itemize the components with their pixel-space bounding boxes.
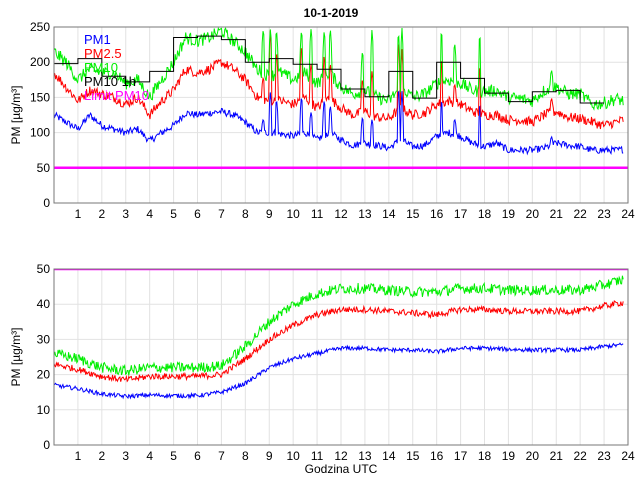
y-tick-label: 20 (37, 368, 51, 382)
x-tick-label: 22 (573, 449, 587, 463)
x-tick-label: 5 (170, 449, 177, 463)
x-tick-label: 16 (430, 449, 444, 463)
x-tick-label: 16 (430, 207, 444, 221)
y-tick-label: 50 (37, 262, 51, 276)
x-tick-label: 2 (98, 449, 105, 463)
x-tick-label: 4 (146, 449, 153, 463)
x-tick-label: 23 (597, 449, 611, 463)
x-tick-label: 24 (621, 207, 635, 221)
x-tick-label: 3 (122, 207, 129, 221)
y-tick-label: 40 (37, 297, 51, 311)
bottom-axes: 1 2 3 4 5 6 7 8 9 10 11 12 13 14 15 16 17 18 19 20 21 22 23 240… (37, 262, 635, 463)
series-pm10-line (54, 275, 624, 376)
x-tick-label: 11 (311, 207, 324, 221)
legend-pm10: PM10 (84, 60, 118, 75)
x-tick-label: 11 (311, 449, 324, 463)
x-tick-label: 10 (286, 207, 300, 221)
x-tick-label: 13 (358, 449, 372, 463)
chart-title: 10-1-2019 (304, 6, 359, 20)
x-tick-label: 7 (218, 207, 225, 221)
x-tick-label: 9 (266, 207, 273, 221)
series-pm2-5-line (54, 30, 624, 130)
series-pm10-1h-line (54, 35, 605, 104)
x-tick-label: 12 (334, 207, 348, 221)
x-tick-label: 3 (122, 449, 129, 463)
series-group (54, 269, 628, 400)
x-tick-label: 4 (146, 207, 153, 221)
plot-frame (53, 268, 629, 446)
x-tick-label: 9 (266, 449, 273, 463)
x-tick-label: 20 (526, 207, 540, 221)
x-tick-label: 24 (621, 449, 635, 463)
y-tick-label: 200 (30, 55, 50, 69)
legend-pm25: PM2.5 (84, 46, 122, 61)
x-tick-label: 23 (597, 207, 611, 221)
x-tick-label: 12 (334, 449, 348, 463)
y-tick-label: 0 (43, 196, 50, 210)
series-pm1-line (54, 90, 624, 156)
x-tick-label: 18 (478, 207, 492, 221)
y-tick-label: 10 (37, 403, 51, 417)
x-tick-label: 22 (573, 207, 587, 221)
x-tick-label: 20 (526, 449, 540, 463)
x-tick-label: 2 (98, 207, 105, 221)
top-axes: 1 2 3 4 5 6 7 8 9 10 11 12 13 14 15 16 17 18 19 20 21 22 23 240… (30, 20, 635, 221)
plot-frame (53, 26, 629, 204)
x-tick-label: 21 (550, 207, 564, 221)
y-tick-label: 150 (30, 90, 50, 104)
y-tick-label: 100 (30, 126, 50, 140)
y-tick-label: 50 (37, 161, 51, 175)
y-tick-label: 0 (43, 438, 50, 452)
x-tick-label: 10 (286, 449, 300, 463)
x-tick-label: 8 (242, 207, 249, 221)
x-tick-label: 15 (406, 449, 420, 463)
x-tick-label: 14 (382, 207, 396, 221)
x-tick-label: 5 (170, 207, 177, 221)
bottom-y-axis-label: PM [µg/m³] (9, 328, 23, 387)
y-tick-label: 30 (37, 332, 51, 346)
x-tick-label: 17 (454, 207, 468, 221)
legend-pm1: PM1 (84, 32, 111, 47)
x-tick-label: 13 (358, 207, 372, 221)
legend-pm10-1h: PM10 1h (84, 74, 136, 89)
series-group (54, 27, 628, 170)
legend: PM1 PM2.5 PM10 PM10 1h Limit PM10 (84, 32, 149, 103)
series-pm10-line (54, 27, 624, 111)
x-tick-label: 6 (194, 449, 201, 463)
x-tick-label: 19 (502, 207, 516, 221)
x-tick-label: 1 (75, 207, 82, 221)
x-axis-label: Godzina UTC (305, 462, 378, 476)
y-tick-label: 250 (30, 20, 50, 34)
x-tick-label: 21 (550, 449, 564, 463)
x-tick-label: 1 (75, 449, 82, 463)
x-tick-label: 6 (194, 207, 201, 221)
x-tick-label: 15 (406, 207, 420, 221)
top-y-axis-label: PM [µg/m³] (9, 86, 23, 145)
x-tick-label: 8 (242, 449, 249, 463)
x-tick-label: 14 (382, 449, 396, 463)
x-tick-label: 18 (478, 449, 492, 463)
x-tick-label: 7 (218, 449, 225, 463)
x-tick-label: 17 (454, 449, 468, 463)
series-pm2-5-line (54, 300, 624, 383)
legend-limit-pm10: Limit PM10 (84, 88, 149, 103)
x-tick-label: 19 (502, 449, 516, 463)
series-pm1-line (54, 342, 624, 400)
